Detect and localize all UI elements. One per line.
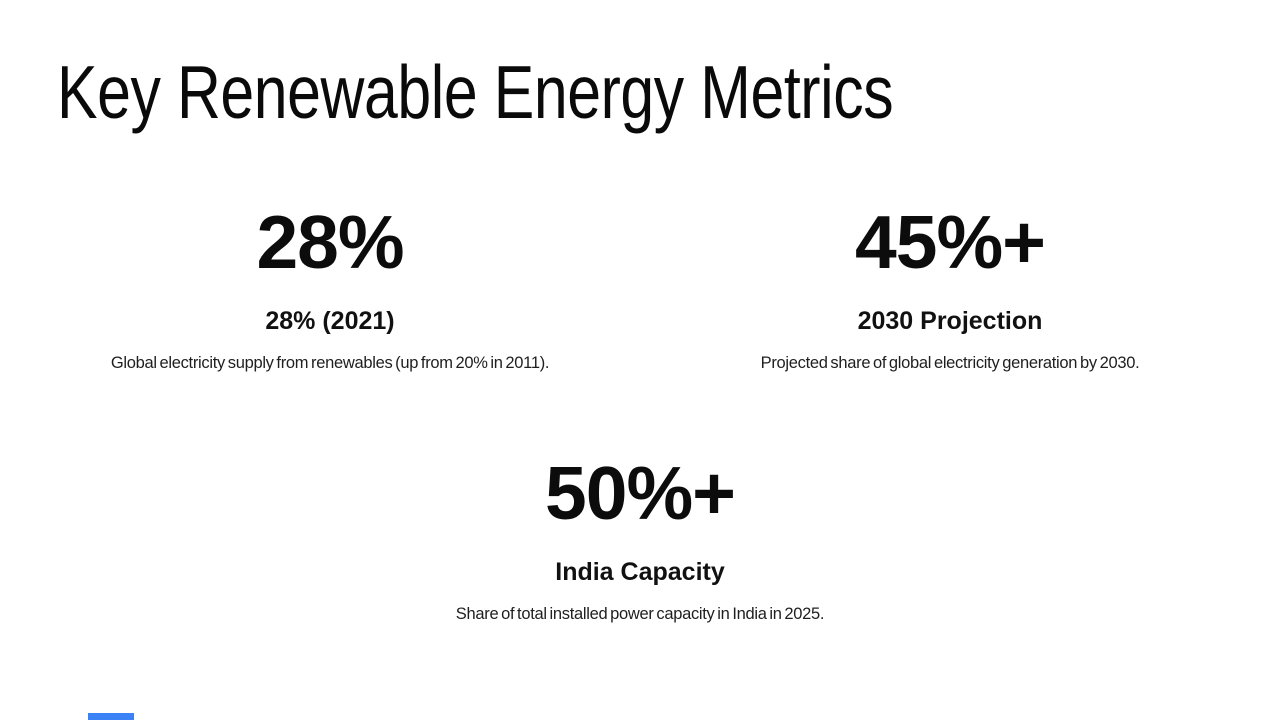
stat-value: 28% <box>256 200 404 284</box>
stat-description: Global electricity supply from renewable… <box>110 354 550 372</box>
stat-label: 28% (2021) <box>265 307 395 335</box>
stat-card-2021-renewables: 28% 28% (2021) Global electricity supply… <box>0 205 660 373</box>
stat-description: Share of total installed power capacity … <box>455 605 825 623</box>
page-title: Key Renewable Energy Metrics <box>57 50 894 134</box>
stat-card-2030-projection: 45%+ 2030 Projection Projected share of … <box>620 205 1280 373</box>
stat-label: 2030 Projection <box>857 307 1043 335</box>
stat-label: India Capacity <box>555 558 725 586</box>
stat-description: Projected share of global electricity ge… <box>760 354 1140 372</box>
stat-card-india-capacity: 50%+ India Capacity Share of total insta… <box>0 456 1280 624</box>
stat-value: 45%+ <box>855 200 1046 284</box>
accent-bar <box>88 713 134 720</box>
stat-value: 50%+ <box>545 451 736 535</box>
